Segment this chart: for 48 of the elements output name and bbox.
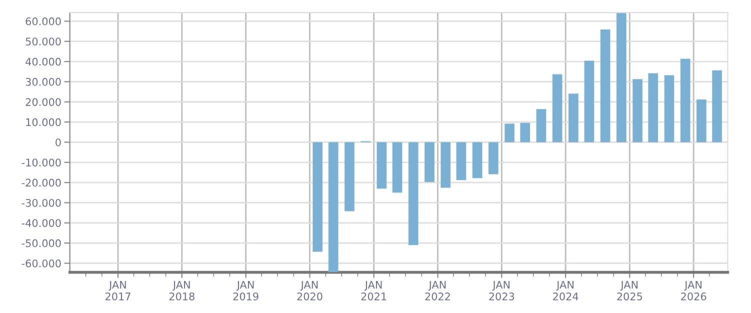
bar xyxy=(584,60,594,142)
bar xyxy=(536,109,546,142)
x-tick-label: JAN 2025 xyxy=(617,280,642,300)
x-tick-label: JAN 2018 xyxy=(169,280,194,300)
y-tick-label: -20.000 xyxy=(22,178,61,187)
bar xyxy=(488,142,498,174)
y-tick-label: -50.000 xyxy=(22,239,61,248)
bar xyxy=(712,70,722,142)
bar xyxy=(568,94,578,142)
y-tick-label: 30.000 xyxy=(26,78,61,86)
y-tick-label: 40.000 xyxy=(26,58,61,66)
bar xyxy=(376,142,387,189)
y-tick-label: -10.000 xyxy=(22,158,61,166)
bar xyxy=(616,13,626,142)
y-tick-label: -40.000 xyxy=(22,219,61,227)
bar xyxy=(328,142,338,272)
bar xyxy=(472,142,482,178)
bar xyxy=(504,124,514,142)
bar xyxy=(440,142,451,188)
x-tick-label: JAN 2021 xyxy=(361,280,386,300)
bar xyxy=(520,122,530,142)
bar xyxy=(696,99,706,142)
bar xyxy=(344,142,354,212)
y-tick-label: 50.000 xyxy=(26,38,61,46)
x-tick-label: JAN 2023 xyxy=(489,280,514,300)
x-tick-label: JAN 2019 xyxy=(233,280,258,300)
bar xyxy=(600,29,610,142)
bar xyxy=(664,75,674,142)
y-tick-label: -30.000 xyxy=(22,198,61,207)
y-tick-label: -60.000 xyxy=(22,259,61,268)
y-tick-label: 20.000 xyxy=(26,98,61,106)
y-tick-label: 10.000 xyxy=(26,118,61,126)
bar xyxy=(392,142,402,193)
bar xyxy=(552,74,562,142)
x-tick-label: JAN 2022 xyxy=(425,280,450,300)
x-tick-label: JAN 2024 xyxy=(553,280,578,300)
x-tick-label: JAN 2017 xyxy=(106,280,130,300)
x-tick-label: JAN 2026 xyxy=(681,280,706,300)
bar xyxy=(456,142,466,180)
bar xyxy=(680,58,690,142)
bar xyxy=(648,73,658,142)
bar xyxy=(408,142,418,246)
bar xyxy=(312,142,323,252)
bar xyxy=(632,79,642,142)
x-tick-label: JAN 2020 xyxy=(297,280,322,300)
bar xyxy=(424,142,434,182)
y-tick-label: 0 xyxy=(56,138,61,146)
y-tick-label: 60.000 xyxy=(26,17,61,26)
